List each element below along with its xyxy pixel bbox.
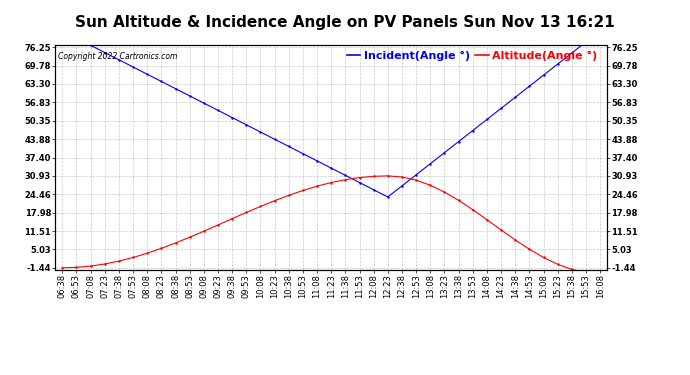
Text: Copyright 2022 Cartronics.com: Copyright 2022 Cartronics.com (58, 52, 177, 61)
Text: Sun Altitude & Incidence Angle on PV Panels Sun Nov 13 16:21: Sun Altitude & Incidence Angle on PV Pan… (75, 15, 615, 30)
Legend: Incident(Angle °), Altitude(Angle °): Incident(Angle °), Altitude(Angle °) (342, 46, 602, 65)
